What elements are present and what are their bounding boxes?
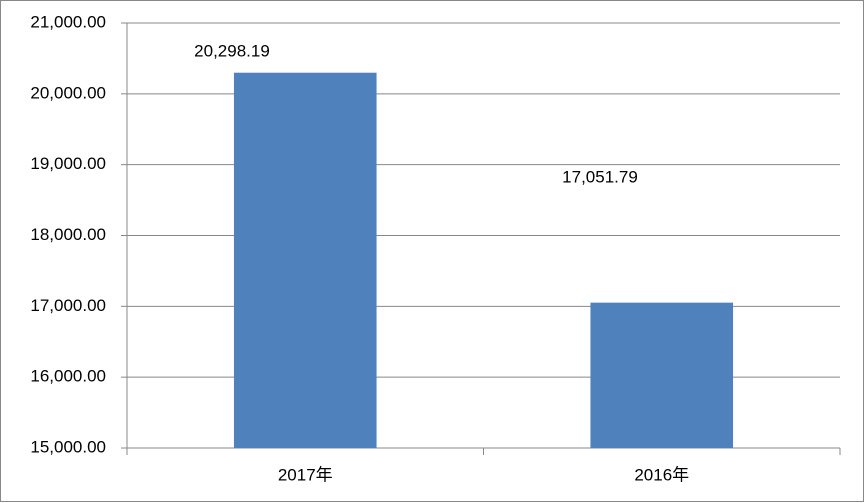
bar	[590, 302, 734, 448]
y-tick-label: 17,000.00	[30, 296, 106, 315]
data-label: 17,051.79	[562, 167, 638, 186]
y-tick-label: 15,000.00	[30, 437, 106, 456]
y-tick-label: 19,000.00	[30, 154, 106, 173]
x-tick-label: 2017年	[278, 465, 333, 484]
x-tick-label: 2016年	[634, 465, 689, 484]
y-tick-label: 21,000.00	[30, 12, 106, 31]
y-tick-label: 18,000.00	[30, 225, 106, 244]
bar	[233, 72, 377, 448]
y-tick-label: 16,000.00	[30, 367, 106, 386]
y-tick-label: 20,000.00	[30, 83, 106, 102]
data-label: 20,298.19	[194, 41, 270, 60]
